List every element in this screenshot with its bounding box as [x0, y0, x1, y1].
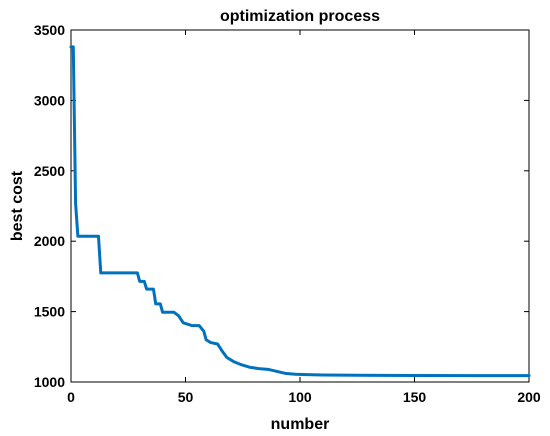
x-axis-label: number: [271, 416, 330, 433]
series-line: [69, 45, 531, 378]
y-tick-label: 2000: [34, 233, 65, 249]
y-axis-label: best cost: [9, 170, 26, 241]
series-group: [69, 45, 531, 378]
x-tick-label: 0: [67, 389, 75, 405]
x-tick-label: 150: [403, 389, 427, 405]
y-tick-label: 3000: [34, 92, 65, 108]
x-tick-label: 50: [178, 389, 194, 405]
y-tick-label: 1000: [34, 374, 65, 390]
y-tick-label: 3500: [34, 22, 65, 38]
axis-ticks: 0 50 100 150 200 1000 1500 2000 2500 3000 3500: [34, 22, 541, 405]
x-tick-label: 100: [288, 389, 312, 405]
plot-area: [70, 29, 530, 383]
chart-title: optimization process: [220, 8, 380, 25]
y-tick-label: 1500: [34, 304, 65, 320]
y-tick-label: 2500: [34, 163, 65, 179]
x-tick-label: 200: [517, 389, 541, 405]
